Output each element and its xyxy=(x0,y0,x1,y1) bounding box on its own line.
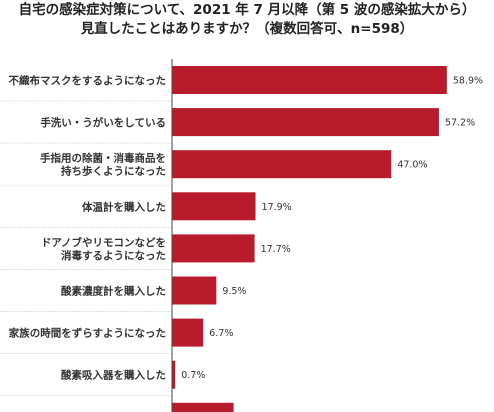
bar xyxy=(172,276,217,305)
value-label: 57.2% xyxy=(445,118,475,129)
category-label: 手指用の除菌・消毒商品を xyxy=(40,152,166,165)
bar xyxy=(172,360,176,389)
category-label: 消毒するようになった xyxy=(61,249,166,262)
bar xyxy=(172,108,439,137)
category-label: 不織布マスクをするようになった xyxy=(9,74,167,87)
category-label: 酸素濃度計を購入した xyxy=(61,285,166,298)
value-label: 9.5% xyxy=(222,286,246,297)
value-label: 47.0% xyxy=(397,160,427,171)
value-label: 17.9% xyxy=(262,202,292,213)
category-label: 家族の時間をずらすようになった xyxy=(9,327,166,340)
value-label: 17.7% xyxy=(261,244,291,255)
chart-title-line: 見直したことはありますか？（複数回答可、n=598） xyxy=(80,20,414,37)
bar xyxy=(172,402,234,412)
value-label: 6.7% xyxy=(209,328,233,339)
value-label: 0.7% xyxy=(181,370,205,381)
bar xyxy=(172,192,256,221)
bar xyxy=(172,234,255,263)
category-label: 体温計を購入した xyxy=(82,200,166,213)
value-label: 58.9% xyxy=(453,76,483,87)
value-labels: 58.9%57.2%47.0%17.9%17.7%9.5%6.7%0.7%13.… xyxy=(181,76,483,382)
category-label: 持ち歩くようになった xyxy=(61,165,166,178)
category-label: 酸素吸入器を購入した xyxy=(61,369,166,382)
bars xyxy=(172,66,447,412)
bar xyxy=(172,318,204,347)
category-label: その他 xyxy=(135,411,167,412)
category-label: 手洗い・うがいをしている xyxy=(40,116,166,129)
chart-title-line: 自宅の感染症対策について、2021 年 7 月以降（第 5 波の感染拡大から） xyxy=(19,1,476,18)
category-labels: 不織布マスクをするようになった手洗い・うがいをしている手指用の除菌・消毒商品を持… xyxy=(9,74,167,412)
bar xyxy=(172,66,447,94)
chart-title: 自宅の感染症対策について、2021 年 7 月以降（第 5 波の感染拡大から） 見… xyxy=(19,1,476,37)
bar xyxy=(172,150,392,179)
category-label: ドアノブやリモコンなどを xyxy=(41,236,166,249)
